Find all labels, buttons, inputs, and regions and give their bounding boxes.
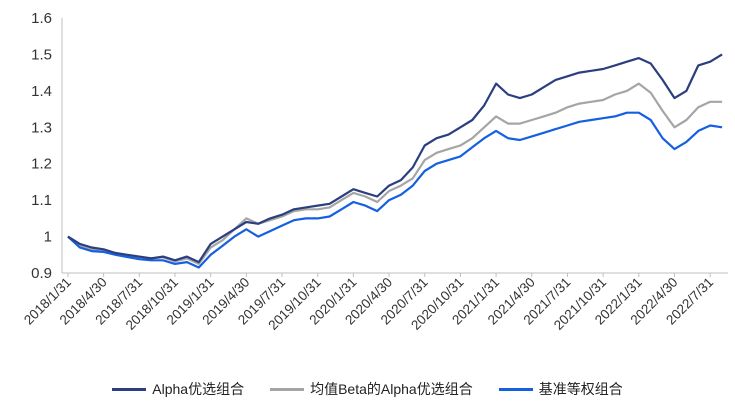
legend-label-alpha: Alpha优选组合	[152, 381, 245, 397]
y-tick-label: 1.4	[31, 83, 52, 100]
y-tick-label: 1.3	[31, 119, 52, 136]
legend-item-benchmark: 基准等权组合	[498, 379, 623, 399]
legend-swatch-alpha	[112, 387, 147, 391]
series-line-benchmark	[67, 111, 723, 269]
legend-item-alpha: Alpha优选组合	[112, 379, 244, 399]
y-tick-label: 0.9	[31, 265, 52, 282]
chart-plot-area: 0.911.11.21.31.41.51.62018/1/312018/4/30…	[21, 10, 728, 333]
chart-legend: Alpha优选组合 均值Beta的Alpha优选组合 基准等权组合	[0, 378, 735, 400]
y-tick-label: 1.5	[31, 46, 52, 63]
y-tick-label: 1	[44, 229, 52, 246]
y-tick-label: 1.2	[31, 156, 52, 173]
legend-label-benchmark: 基准等权组合	[538, 381, 623, 397]
series-line-mean-beta-alpha	[67, 82, 723, 265]
y-tick-label: 1.1	[31, 192, 52, 209]
legend-label-mean-beta-alpha: 均值Beta的Alpha优选组合	[310, 381, 473, 397]
series-line-alpha	[67, 53, 723, 264]
y-tick-label: 1.6	[31, 10, 52, 27]
legend-item-mean-beta-alpha: 均值Beta的Alpha优选组合	[270, 379, 473, 399]
legend-swatch-benchmark	[498, 387, 533, 391]
legend-swatch-mean-beta-alpha	[270, 387, 305, 391]
